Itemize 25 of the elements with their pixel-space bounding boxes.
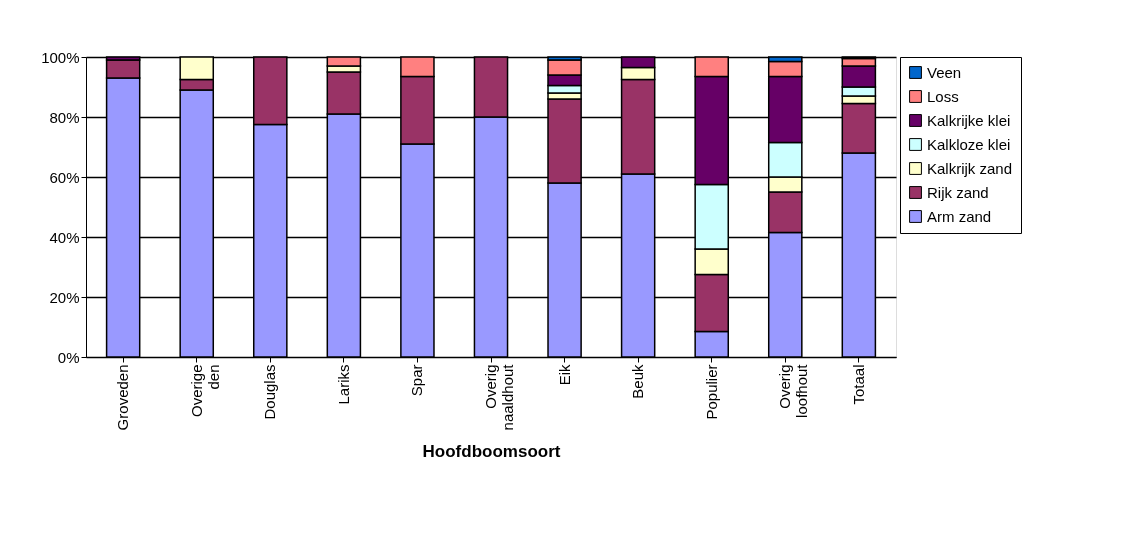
y-tick-label: 60% <box>49 168 80 186</box>
x-tick-label: Populier <box>702 364 720 420</box>
y-tick-label: 100% <box>41 48 80 66</box>
y-tick-label: 80% <box>49 108 80 126</box>
legend-label: Veen <box>927 63 962 81</box>
x-tick-label: Eik <box>555 364 573 386</box>
y-tick-label: 40% <box>49 228 80 246</box>
legend-label: Kalkrijk zand <box>927 159 1013 177</box>
x-tick-label: Overig loofhout <box>776 363 811 418</box>
legend-label: Arm zand <box>927 207 992 225</box>
x-tick-label: Groveden <box>114 364 132 431</box>
y-tick-label: 0% <box>57 348 80 366</box>
x-tick-label: Overige den <box>187 364 222 418</box>
x-tick-label: Beuk <box>629 364 647 399</box>
legend-label: Kalkrijke klei <box>927 111 1011 129</box>
x-tick-label: Overig naaldhout <box>482 363 516 431</box>
legend-label: Rijk zand <box>927 183 989 201</box>
y-tick-label: 20% <box>49 288 80 306</box>
legend-label: Loss <box>927 87 959 105</box>
x-tick-label: Totaal <box>849 364 867 405</box>
x-axis-title: Hoofdboomsoort <box>422 442 561 462</box>
legend-label: Kalkloze klei <box>927 135 1011 153</box>
x-tick-label: Douglas <box>261 364 279 420</box>
x-tick-label: Lariks <box>334 364 352 405</box>
x-tick-label: Spar <box>408 364 426 397</box>
